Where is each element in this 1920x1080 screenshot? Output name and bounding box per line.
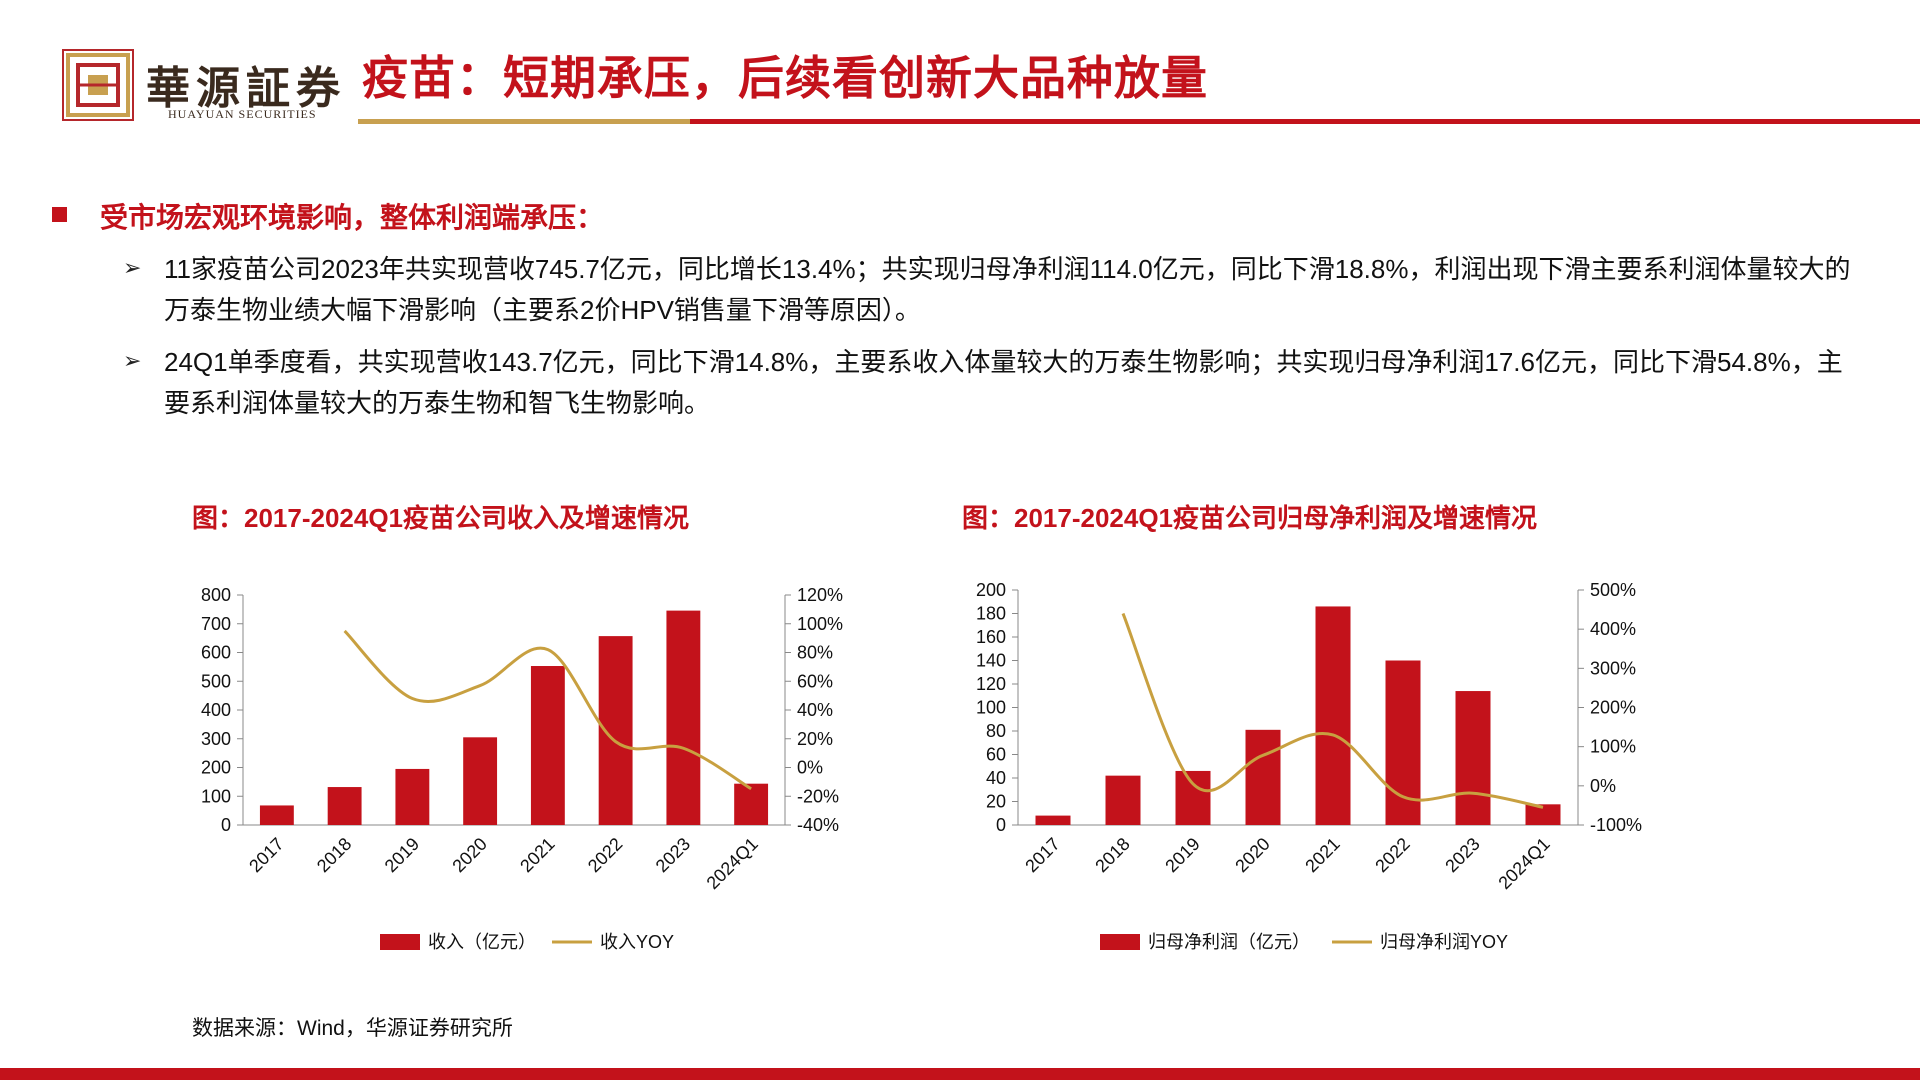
brand-name-cn: 華源証券 [146, 63, 346, 114]
y-tick-label-right: 20% [797, 729, 833, 749]
y-tick-label-right: 60% [797, 671, 833, 691]
arrow-bullet-icon: ➢ [123, 255, 142, 280]
bar-2021 [1315, 606, 1351, 825]
y-tick-label-right: -100% [1590, 815, 1642, 835]
y-tick-label-left: 140 [976, 651, 1006, 671]
y-tick-label-right: -20% [797, 786, 839, 806]
section-bullet [52, 207, 67, 222]
y-tick-label-right: 120% [797, 585, 843, 605]
y-tick-label-right: 40% [797, 700, 833, 720]
x-tick-label: 2023 [1441, 834, 1483, 876]
y-tick-label-left: 0 [996, 815, 1006, 835]
footer-bar [0, 1068, 1920, 1080]
title-rule-red [690, 119, 1920, 124]
bar-2023 [1455, 691, 1491, 825]
y-tick-label-left: 600 [201, 643, 231, 663]
y-tick-label-left: 60 [986, 745, 1006, 765]
y-tick-label-left: 0 [221, 815, 231, 835]
y-tick-label-left: 180 [976, 604, 1006, 624]
x-tick-label: 2022 [1371, 834, 1413, 876]
y-tick-label-left: 20 [986, 792, 1006, 812]
y-tick-label-left: 500 [201, 671, 231, 691]
y-tick-label-right: 500% [1590, 580, 1636, 600]
bar-2020 [1245, 729, 1281, 825]
y-tick-label-right: 100% [1590, 737, 1636, 757]
bar-2024Q1 [1525, 804, 1561, 825]
page-title: 疫苗：短期承压，后续看创新大品种放量 [362, 51, 1208, 105]
legend-label-line: 收入YOY [600, 932, 674, 952]
company-logo [62, 49, 134, 121]
y-tick-label-right: 0% [797, 758, 823, 778]
x-tick-label: 2019 [1161, 834, 1203, 876]
bullet-point-text: 24Q1单季度看，共实现营收143.7亿元，同比下滑14.8%，主要系收入体量较… [164, 347, 1843, 418]
x-tick-label: 2021 [1301, 834, 1343, 876]
legend-label-bar: 归母净利润（亿元） [1148, 932, 1310, 952]
y-tick-label-left: 400 [201, 700, 231, 720]
yoy-line [1121, 612, 1544, 809]
y-tick-label-right: 300% [1590, 658, 1636, 678]
title-rule-gold [358, 119, 690, 124]
y-tick-label-left: 700 [201, 614, 231, 634]
y-tick-label-right: -40% [797, 815, 839, 835]
y-tick-label-left: 40 [986, 768, 1006, 788]
bar-2019 [395, 768, 430, 825]
bar-2017 [1035, 815, 1071, 825]
y-tick-label-left: 160 [976, 627, 1006, 647]
chart-title-revenue: 图：2017-2024Q1疫苗公司收入及增速情况 [192, 503, 690, 533]
legend-swatch-bar [1100, 934, 1140, 950]
legend-swatch-bar [380, 934, 420, 950]
y-tick-label-right: 100% [797, 614, 843, 634]
y-tick-label-left: 300 [201, 729, 231, 749]
bar-2017 [259, 805, 294, 825]
y-tick-label-left: 800 [201, 585, 231, 605]
data-source: 数据来源：Wind，华源证券研究所 [192, 1017, 513, 1040]
x-tick-label: 2017 [1021, 834, 1063, 876]
y-tick-label-left: 100 [976, 698, 1006, 718]
bullet-point-text: 11家疫苗公司2023年共实现营收745.7亿元，同比增长13.4%；共实现归母… [164, 254, 1851, 325]
arrow-bullet-icon: ➢ [123, 348, 142, 373]
bar-2021 [530, 666, 565, 825]
y-tick-label-right: 200% [1590, 698, 1636, 718]
chart-title-profit: 图：2017-2024Q1疫苗公司归母净利润及增速情况 [962, 503, 1538, 533]
y-tick-label-left: 200 [976, 580, 1006, 600]
section-heading: 受市场宏观环境影响，整体利润端承压： [100, 202, 605, 233]
x-tick-label: 2020 [1231, 834, 1273, 876]
brand-name-en: HUAYUAN SECURITIES [168, 107, 317, 121]
bar-2023 [666, 610, 701, 825]
y-tick-label-left: 120 [976, 674, 1006, 694]
y-tick-label-right: 400% [1590, 619, 1636, 639]
bar-2018 [327, 787, 362, 825]
bar-2018 [1105, 775, 1141, 825]
y-tick-label-right: 0% [1590, 776, 1616, 796]
legend-label-line: 归母净利润YOY [1380, 932, 1508, 952]
bar-2019 [1175, 770, 1211, 825]
y-tick-label-left: 100 [201, 786, 231, 806]
y-tick-label-left: 80 [986, 721, 1006, 741]
legend-label-bar: 收入（亿元） [428, 932, 536, 952]
y-tick-label-left: 200 [201, 758, 231, 778]
y-tick-label-right: 80% [797, 643, 833, 663]
x-tick-label: 2018 [1091, 834, 1133, 876]
bar-2020 [463, 737, 498, 825]
bar-2024Q1 [734, 783, 769, 825]
x-tick-label: 2024Q1 [1494, 834, 1553, 893]
